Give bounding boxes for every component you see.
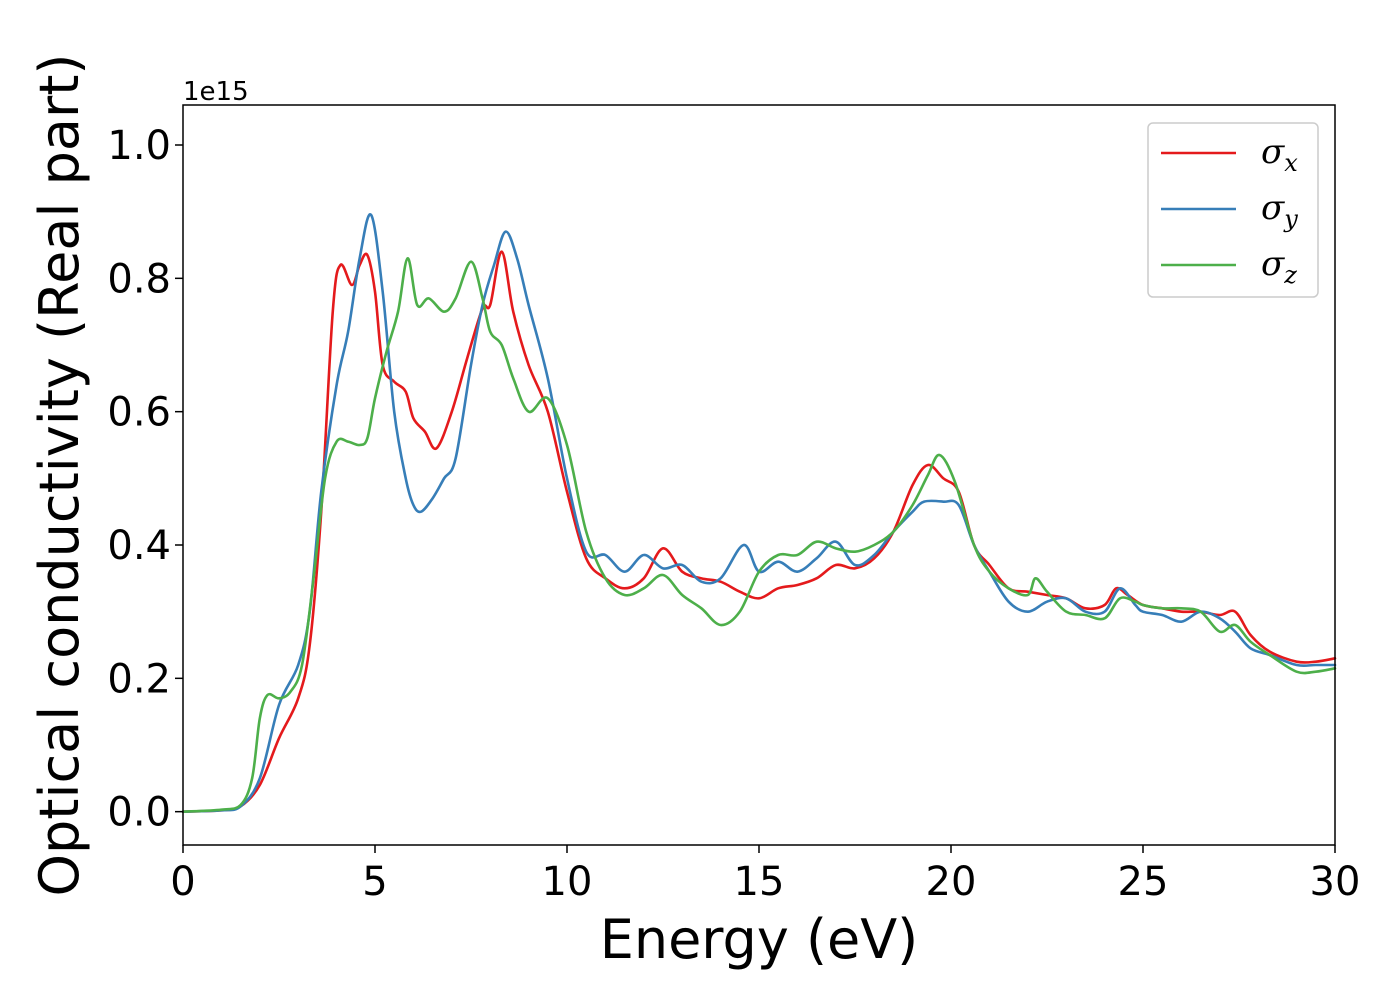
y-tick-label: 0.8 [107,256,171,302]
series-layer [181,213,1337,813]
legend-label-z: σz [1261,244,1297,289]
y-tick-label: 0.2 [107,656,171,702]
x-tick-label: 25 [1118,859,1169,905]
series-line-z [181,257,1337,813]
x-axis-label: Energy (eV) [600,908,919,971]
y-axis: 0.0 0.2 0.4 0.6 0.8 1.0 [107,123,183,836]
y-tick-label: 0.0 [107,790,171,836]
x-tick-label: 5 [362,859,387,905]
x-tick-label: 20 [926,859,977,905]
series-line-x [181,250,1337,813]
y-tick-label: 0.6 [107,390,171,436]
y-tick-label: 1.0 [107,123,171,169]
x-axis: 0 5 10 15 20 25 30 [170,845,1360,905]
x-tick-label: 30 [1310,859,1361,905]
y-axis-label: Optical conductivity (Real part) [28,54,91,897]
legend-label-x: σx [1261,132,1298,177]
y-offset-label: 1e15 [183,77,249,107]
x-tick-label: 10 [542,859,593,905]
series-line-y [181,213,1337,813]
y-tick-label: 0.4 [107,523,171,569]
legend: σx σy σz [1147,122,1319,298]
x-tick-label: 0 [170,859,195,905]
x-tick-label: 15 [734,859,785,905]
legend-label-y: σy [1261,188,1298,233]
